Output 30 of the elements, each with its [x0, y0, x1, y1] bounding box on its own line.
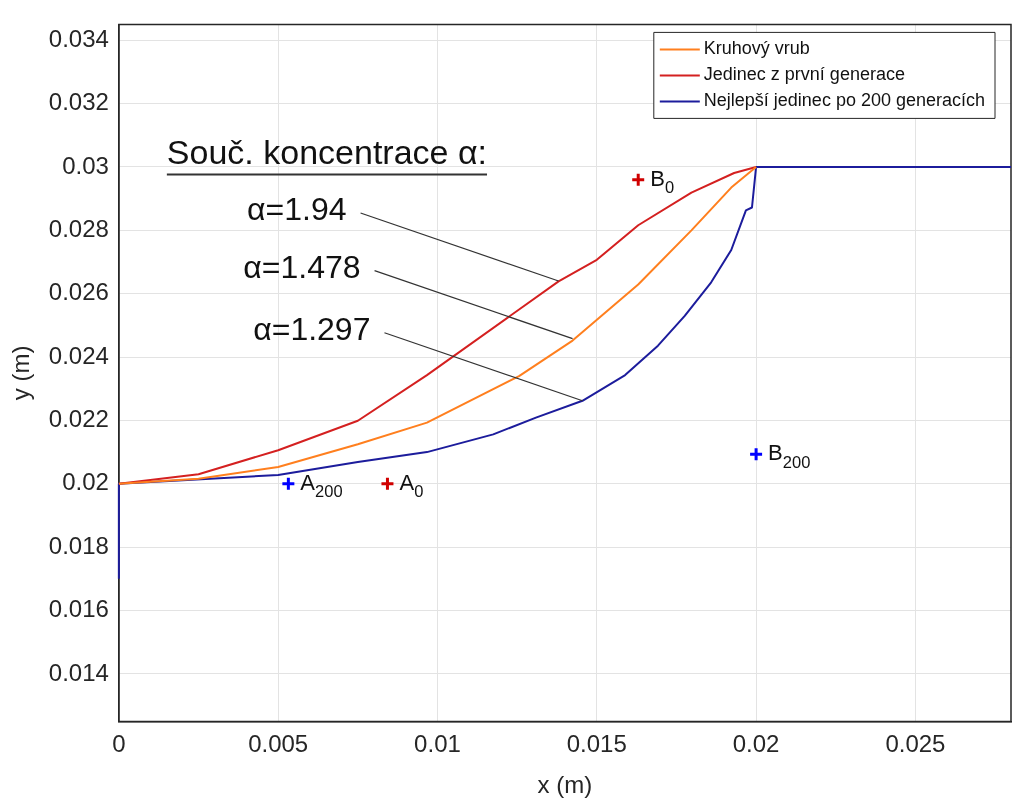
y-tick-label: 0.026: [48, 278, 109, 306]
x-tick-label: 0.02: [732, 730, 780, 758]
point: [630, 172, 646, 188]
y-tick-label: 0.02: [62, 468, 109, 496]
x-tick-label: 0.015: [566, 730, 627, 758]
y-tick-label: 0.018: [48, 531, 109, 559]
y-tick-label: 0.022: [48, 405, 109, 433]
annotation: α=1.297: [253, 310, 371, 347]
y-tick-label: 0.034: [48, 24, 109, 52]
legend-label: Nejlepší jedinec po 200 generacích: [703, 90, 986, 111]
y-tick-label: 0.03: [62, 151, 109, 179]
point: [280, 476, 296, 492]
legend-label: Kruhový vrub: [703, 38, 810, 59]
x-tick-label: 0.005: [248, 730, 309, 758]
y-axis-title: y (m): [7, 345, 35, 401]
y-tick-label: 0.032: [48, 88, 109, 116]
x-tick-label: 0: [112, 730, 126, 758]
legend-label: Jedinec z první generace: [703, 64, 905, 85]
x-tick-label: 0.01: [414, 730, 461, 758]
y-tick-label: 0.028: [48, 214, 109, 242]
annotation: Souč. koncentrace α:: [166, 132, 488, 171]
annotation: α=1.478: [243, 248, 361, 285]
point: [748, 446, 764, 462]
point: [379, 476, 395, 492]
annotation: α=1.94: [247, 190, 347, 227]
y-tick-label: 0.024: [48, 341, 109, 369]
x-axis-title: x (m): [537, 771, 593, 799]
y-tick-label: 0.016: [48, 595, 109, 623]
y-tick-label: 0.014: [48, 658, 109, 686]
x-tick-label: 0.025: [885, 730, 946, 758]
